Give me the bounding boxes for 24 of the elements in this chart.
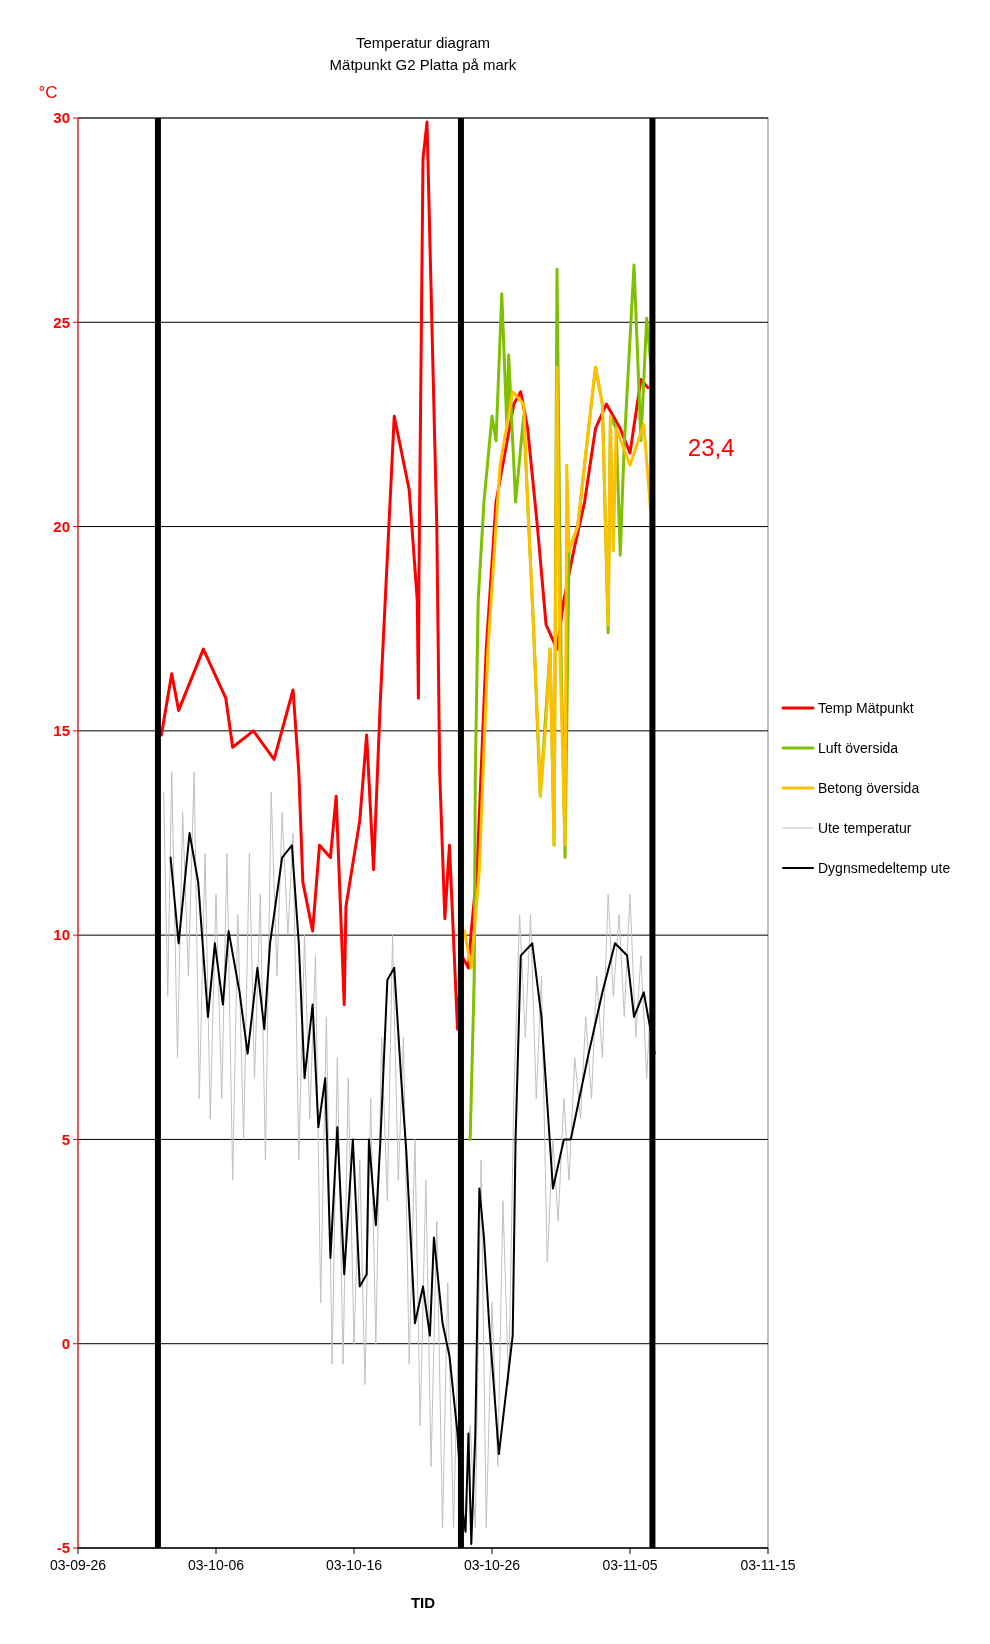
x-tick-label: 03-11-15 <box>740 1557 796 1573</box>
y-tick-label: 30 <box>53 109 70 127</box>
legend-label: Luft översida <box>818 739 899 756</box>
x-tick-label: 03-11-05 <box>602 1557 658 1573</box>
y-tick-label: -5 <box>56 1539 70 1557</box>
annotation: 23,4 <box>687 434 735 462</box>
legend-label: Temp Mätpunkt <box>818 699 914 716</box>
x-tick-label: 03-09-26 <box>49 1557 107 1573</box>
legend-label: Ute temperatur <box>818 819 912 836</box>
x-tick-label: 03-10-16 <box>325 1557 383 1573</box>
y-tick-label: 10 <box>53 926 70 944</box>
y-tick-label: 0 <box>61 1334 70 1352</box>
x-tick-label: 03-10-06 <box>187 1557 245 1573</box>
chart-title: Temperatur diagram <box>355 34 491 51</box>
chart-subtitle: Mätpunkt G2 Platta på mark <box>329 56 517 73</box>
y-tick-label: 20 <box>53 517 70 535</box>
y-tick-label: 25 <box>53 313 70 331</box>
x-axis-title: TID <box>410 1594 436 1611</box>
x-tick-label: 03-10-26 <box>463 1557 521 1573</box>
legend-label: Betong översida <box>818 779 920 796</box>
y-axis-title: °C <box>38 83 58 102</box>
legend-label: Dygnsmedeltemp ute <box>818 859 951 876</box>
y-tick-label: 15 <box>53 722 70 740</box>
y-tick-label: 5 <box>61 1130 70 1148</box>
